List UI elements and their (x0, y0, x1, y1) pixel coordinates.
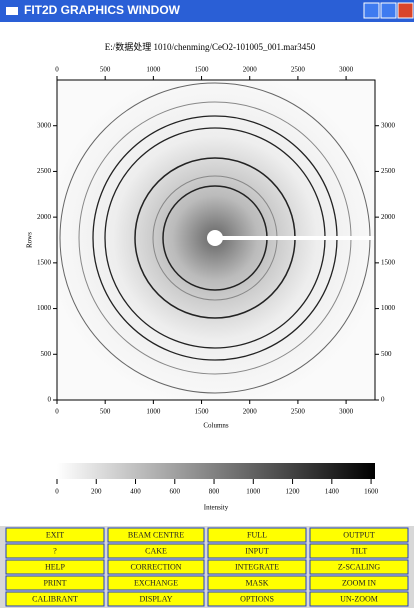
button-label[interactable]: CAKE (145, 546, 167, 555)
button[interactable] (5, 527, 105, 543)
button[interactable] (309, 527, 409, 543)
button[interactable] (309, 543, 409, 559)
colorbar-tick-label: 1000 (246, 488, 261, 496)
y-tick-label-right: 3000 (381, 121, 396, 129)
colorbar-tick-label: 600 (170, 488, 181, 496)
minimize[interactable] (363, 2, 380, 19)
x-tick-label-top: 1500 (195, 66, 210, 74)
button-label[interactable]: TILT (351, 546, 368, 555)
button[interactable] (207, 559, 307, 575)
x-tick-label-top: 3000 (339, 66, 354, 74)
diffraction-image (56, 79, 376, 401)
button-label[interactable]: OPTIONS (240, 594, 274, 603)
y-tick-label: 2500 (37, 167, 52, 175)
y-tick-label-right: 1000 (381, 304, 396, 312)
colorbar-tick-label: 800 (209, 488, 220, 496)
button[interactable] (309, 575, 409, 591)
colorbar-tick-label: 400 (130, 488, 141, 496)
button[interactable] (309, 591, 409, 607)
x-tick-label-top: 500 (100, 66, 111, 74)
close[interactable] (397, 2, 414, 19)
x-tick-label-top: 1000 (146, 66, 161, 74)
y-axis-label: Rows (26, 232, 34, 248)
plot-title: E:/数据处理 1010/chenming/CeO2-101005_001.ma… (105, 41, 316, 52)
button[interactable] (309, 559, 409, 575)
colorbar-tick-label: 200 (91, 488, 102, 496)
x-tick-label-top: 2500 (291, 66, 306, 74)
button[interactable] (207, 575, 307, 591)
x-tick-label: 1000 (146, 408, 161, 416)
x-tick-label: 0 (55, 408, 59, 416)
button-label[interactable]: CORRECTION (130, 562, 181, 571)
button[interactable] (5, 575, 105, 591)
button-label[interactable]: ZOOM IN (342, 578, 376, 587)
button[interactable] (207, 543, 307, 559)
colorbar-tick-label: 0 (55, 488, 59, 496)
button-label[interactable]: INTEGRATE (235, 562, 279, 571)
colorbar (57, 463, 375, 479)
button[interactable] (107, 591, 205, 607)
button-label[interactable]: PRINT (43, 578, 66, 587)
button[interactable] (107, 527, 205, 543)
button-label[interactable]: EXIT (46, 530, 64, 539)
button[interactable] (107, 543, 205, 559)
button-label[interactable]: HELP (45, 562, 66, 571)
y-tick-label-right: 1500 (381, 258, 396, 266)
button-label[interactable]: UN-ZOOM (340, 594, 378, 603)
colorbar-tick-label: 1600 (364, 488, 379, 496)
button[interactable] (107, 559, 205, 575)
button[interactable] (207, 591, 307, 607)
title-bar (0, 0, 414, 22)
button[interactable] (207, 527, 307, 543)
x-tick-label: 500 (100, 408, 111, 416)
button[interactable] (5, 543, 105, 559)
button-label[interactable]: FULL (247, 530, 267, 539)
x-axis-label: Columns (203, 422, 229, 430)
button-label[interactable]: CALIBRANT (32, 594, 78, 603)
x-tick-label: 1500 (195, 408, 210, 416)
colorbar-tick-label: 1200 (286, 488, 301, 496)
button-label[interactable]: BEAM CENTRE (128, 530, 184, 539)
y-tick-label: 3000 (37, 121, 52, 129)
y-tick-label: 0 (48, 396, 52, 404)
x-tick-label-top: 0 (55, 66, 59, 74)
button-label[interactable]: MASK (245, 578, 268, 587)
maximize[interactable] (380, 2, 397, 19)
y-tick-label-right: 2000 (381, 213, 396, 221)
window-title: FIT2D GRAPHICS WINDOW (24, 3, 181, 17)
button-label[interactable]: EXCHANGE (134, 578, 178, 587)
x-tick-label: 2000 (243, 408, 258, 416)
button[interactable] (5, 591, 105, 607)
button-label[interactable]: DISPLAY (139, 594, 172, 603)
button-label[interactable]: Z-SCALING (338, 562, 380, 571)
button[interactable] (5, 559, 105, 575)
x-tick-label: 3000 (339, 408, 354, 416)
colorbar-label: Intensity (204, 504, 229, 512)
y-tick-label: 2000 (37, 213, 52, 221)
y-tick-label: 1500 (37, 258, 52, 266)
y-tick-label-right: 2500 (381, 167, 396, 175)
x-tick-label: 2500 (291, 408, 306, 416)
button[interactable] (107, 575, 205, 591)
y-tick-label: 500 (41, 350, 52, 358)
colorbar-tick-label: 1400 (325, 488, 340, 496)
button-label[interactable]: ? (53, 546, 57, 555)
y-tick-label-right: 0 (381, 396, 385, 404)
button-label[interactable]: INPUT (245, 546, 269, 555)
button-label[interactable]: OUTPUT (343, 530, 375, 539)
y-tick-label-right: 500 (381, 350, 392, 358)
y-tick-label: 1000 (37, 304, 52, 312)
window-icon (6, 7, 18, 15)
x-tick-label-top: 2000 (243, 66, 258, 74)
